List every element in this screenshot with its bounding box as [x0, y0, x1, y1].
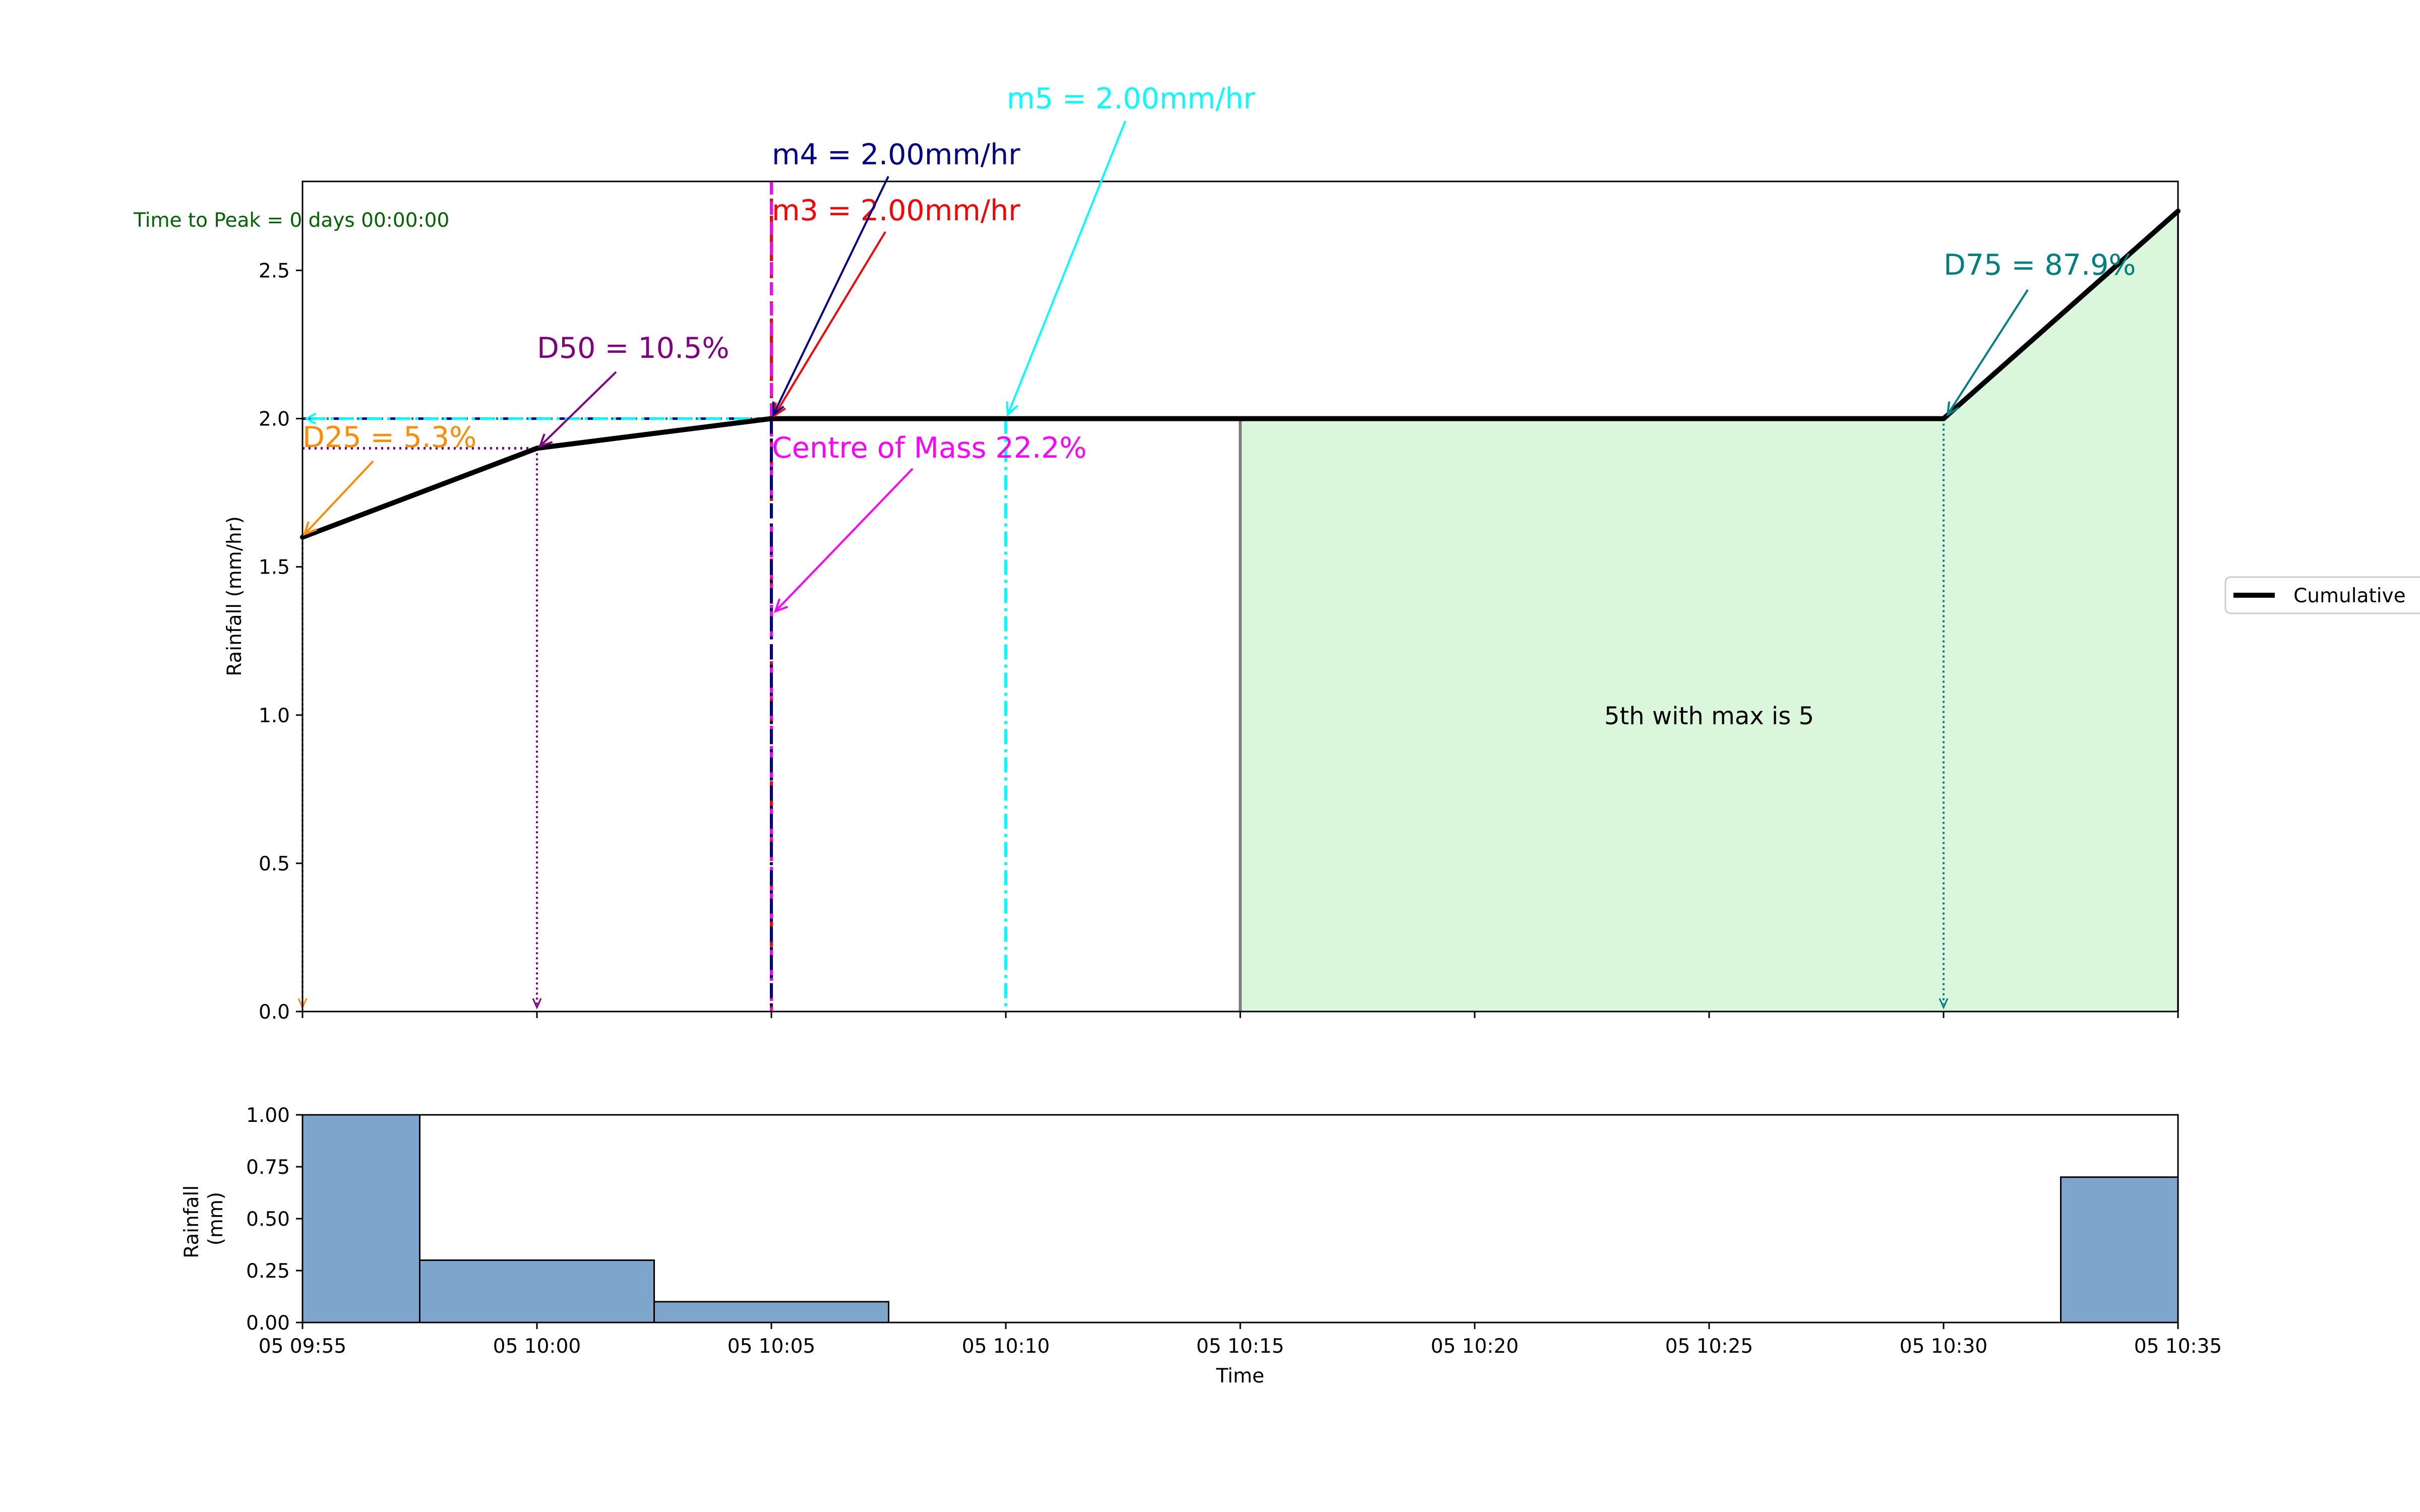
cumulative-segment [534, 416, 774, 451]
d75-annotation: D75 = 87.9% [1944, 248, 2136, 282]
top-y-axis-label: Rainfall (mm/hr) [223, 516, 246, 676]
bottom-x-tick-label: 05 10:25 [1665, 1335, 1753, 1358]
bottom-y-tick-label: 0.00 [246, 1312, 290, 1335]
shaded-region [1240, 211, 2178, 1012]
d25-arrow-head [302, 521, 317, 536]
rainfall-bar [653, 1301, 889, 1324]
centre-of-mass-arrow-line [774, 468, 914, 612]
x-axis-label: Time [1216, 1365, 1264, 1388]
rainfall-bar [419, 1259, 655, 1324]
top-y-tick-label: 2.5 [259, 260, 290, 282]
bottom-y-tick-label: 0.25 [246, 1260, 290, 1283]
rainfall-bar-panel: 0.000.250.500.751.00 05 09:55 05 10:00 05 … [180, 1104, 2222, 1388]
m3-annotation: m3 = 2.00mm/hr [772, 194, 1020, 227]
top-y-ticks: 0.0 0.5 1.0 1.5 2.0 2.5 [259, 260, 302, 1024]
top-y-tick-label: 1.0 [259, 705, 290, 727]
legend-box [2224, 576, 2420, 614]
annotation-layer: Time to Peak = 0 days 00:00:00 D25 = 5.3… [133, 82, 2136, 613]
bottom-x-tick-label: 05 10:15 [1196, 1335, 1284, 1358]
m4-annotation: m4 = 2.00mm/hr [772, 138, 1020, 171]
bottom-x-tick-label: 05 10:10 [962, 1335, 1050, 1358]
centre-of-mass-annotation: Centre of Mass 22.2% [772, 431, 1086, 465]
bottom-x-tick-label: 05 10:35 [2134, 1335, 2222, 1358]
m5-annotation: m5 = 2.00mm/hr [1007, 82, 1255, 115]
top-y-tick-label: 2.0 [259, 408, 290, 431]
bottom-x-tick-label: 05 10:30 [1900, 1335, 1987, 1358]
d75-arrow-line [1947, 289, 2029, 415]
d50-annotation: D50 = 10.5% [537, 332, 730, 365]
bottom-x-tick-label: 05 09:55 [259, 1335, 346, 1358]
rainfall-bar [301, 1114, 420, 1324]
bottom-y-axis-label-line-1: Rainfall [180, 1185, 203, 1258]
m3-arrow-line [773, 231, 886, 416]
top-y-tick-label: 0.5 [259, 853, 290, 875]
bottom-y-axis-label-line-2: (mm) [205, 1192, 227, 1245]
d50-arrow-head [538, 433, 553, 448]
legend: Cumulative [2224, 576, 2420, 614]
legend-label-cumulative: Cumulative [2293, 585, 2406, 607]
top-y-tick-label: 1.5 [259, 556, 290, 579]
bottom-x-tick-label: 05 10:00 [493, 1335, 581, 1358]
d25-annotation: D25 = 5.3% [302, 421, 476, 454]
m4-arrow-head [772, 401, 784, 417]
bottom-y-tick-label: 0.75 [246, 1156, 290, 1179]
cumulative-segment [300, 446, 539, 540]
d50-arrow-line [539, 371, 617, 447]
bars-layer [301, 1114, 2179, 1324]
bottom-y-axis-label: Rainfall (mm) [180, 1179, 227, 1258]
time-to-peak-annotation: Time to Peak = 0 days 00:00:00 [133, 209, 449, 232]
m4-arrow-line [772, 176, 889, 415]
bottom-x-tick-label: 05 10:05 [728, 1335, 815, 1358]
top-x-ticks [301, 1012, 2179, 1018]
d75-drop-arrow [1939, 998, 1949, 1010]
top-y-tick-label: 0.0 [259, 1001, 290, 1024]
shaded-region-label: 5th with max is 5 [1604, 702, 1814, 730]
bottom-y-ticks: 0.00 0.25 0.50 0.75 1.00 [246, 1104, 302, 1335]
d75-arrow-head [1946, 401, 1960, 417]
cumulative-segment [1941, 208, 2181, 421]
cumulative-panel: 0.0 0.5 1.0 1.5 2.0 2.5 Rainfall (mm/hr) 5th … [133, 82, 2420, 1024]
series-layer [300, 208, 2181, 540]
m5-horizontal-arrow [304, 412, 316, 425]
rainfall-bar [2060, 1176, 2179, 1324]
d25-arrow-line [304, 460, 374, 535]
m5-arrow-line [1007, 120, 1126, 415]
d50-drop-arrow [532, 998, 542, 1010]
bottom-y-tick-label: 0.50 [246, 1208, 290, 1231]
bottom-y-tick-label: 1.00 [246, 1104, 290, 1127]
centre-of-mass-arrow-head [773, 598, 789, 613]
m5-arrow-head [1006, 401, 1018, 417]
m3-arrow-head [773, 402, 786, 418]
bottom-x-tick-label: 05 10:20 [1431, 1335, 1519, 1358]
bottom-x-ticks: 05 09:55 05 10:00 05 10:05 05 10:10 05 10:15… [259, 1322, 2222, 1358]
